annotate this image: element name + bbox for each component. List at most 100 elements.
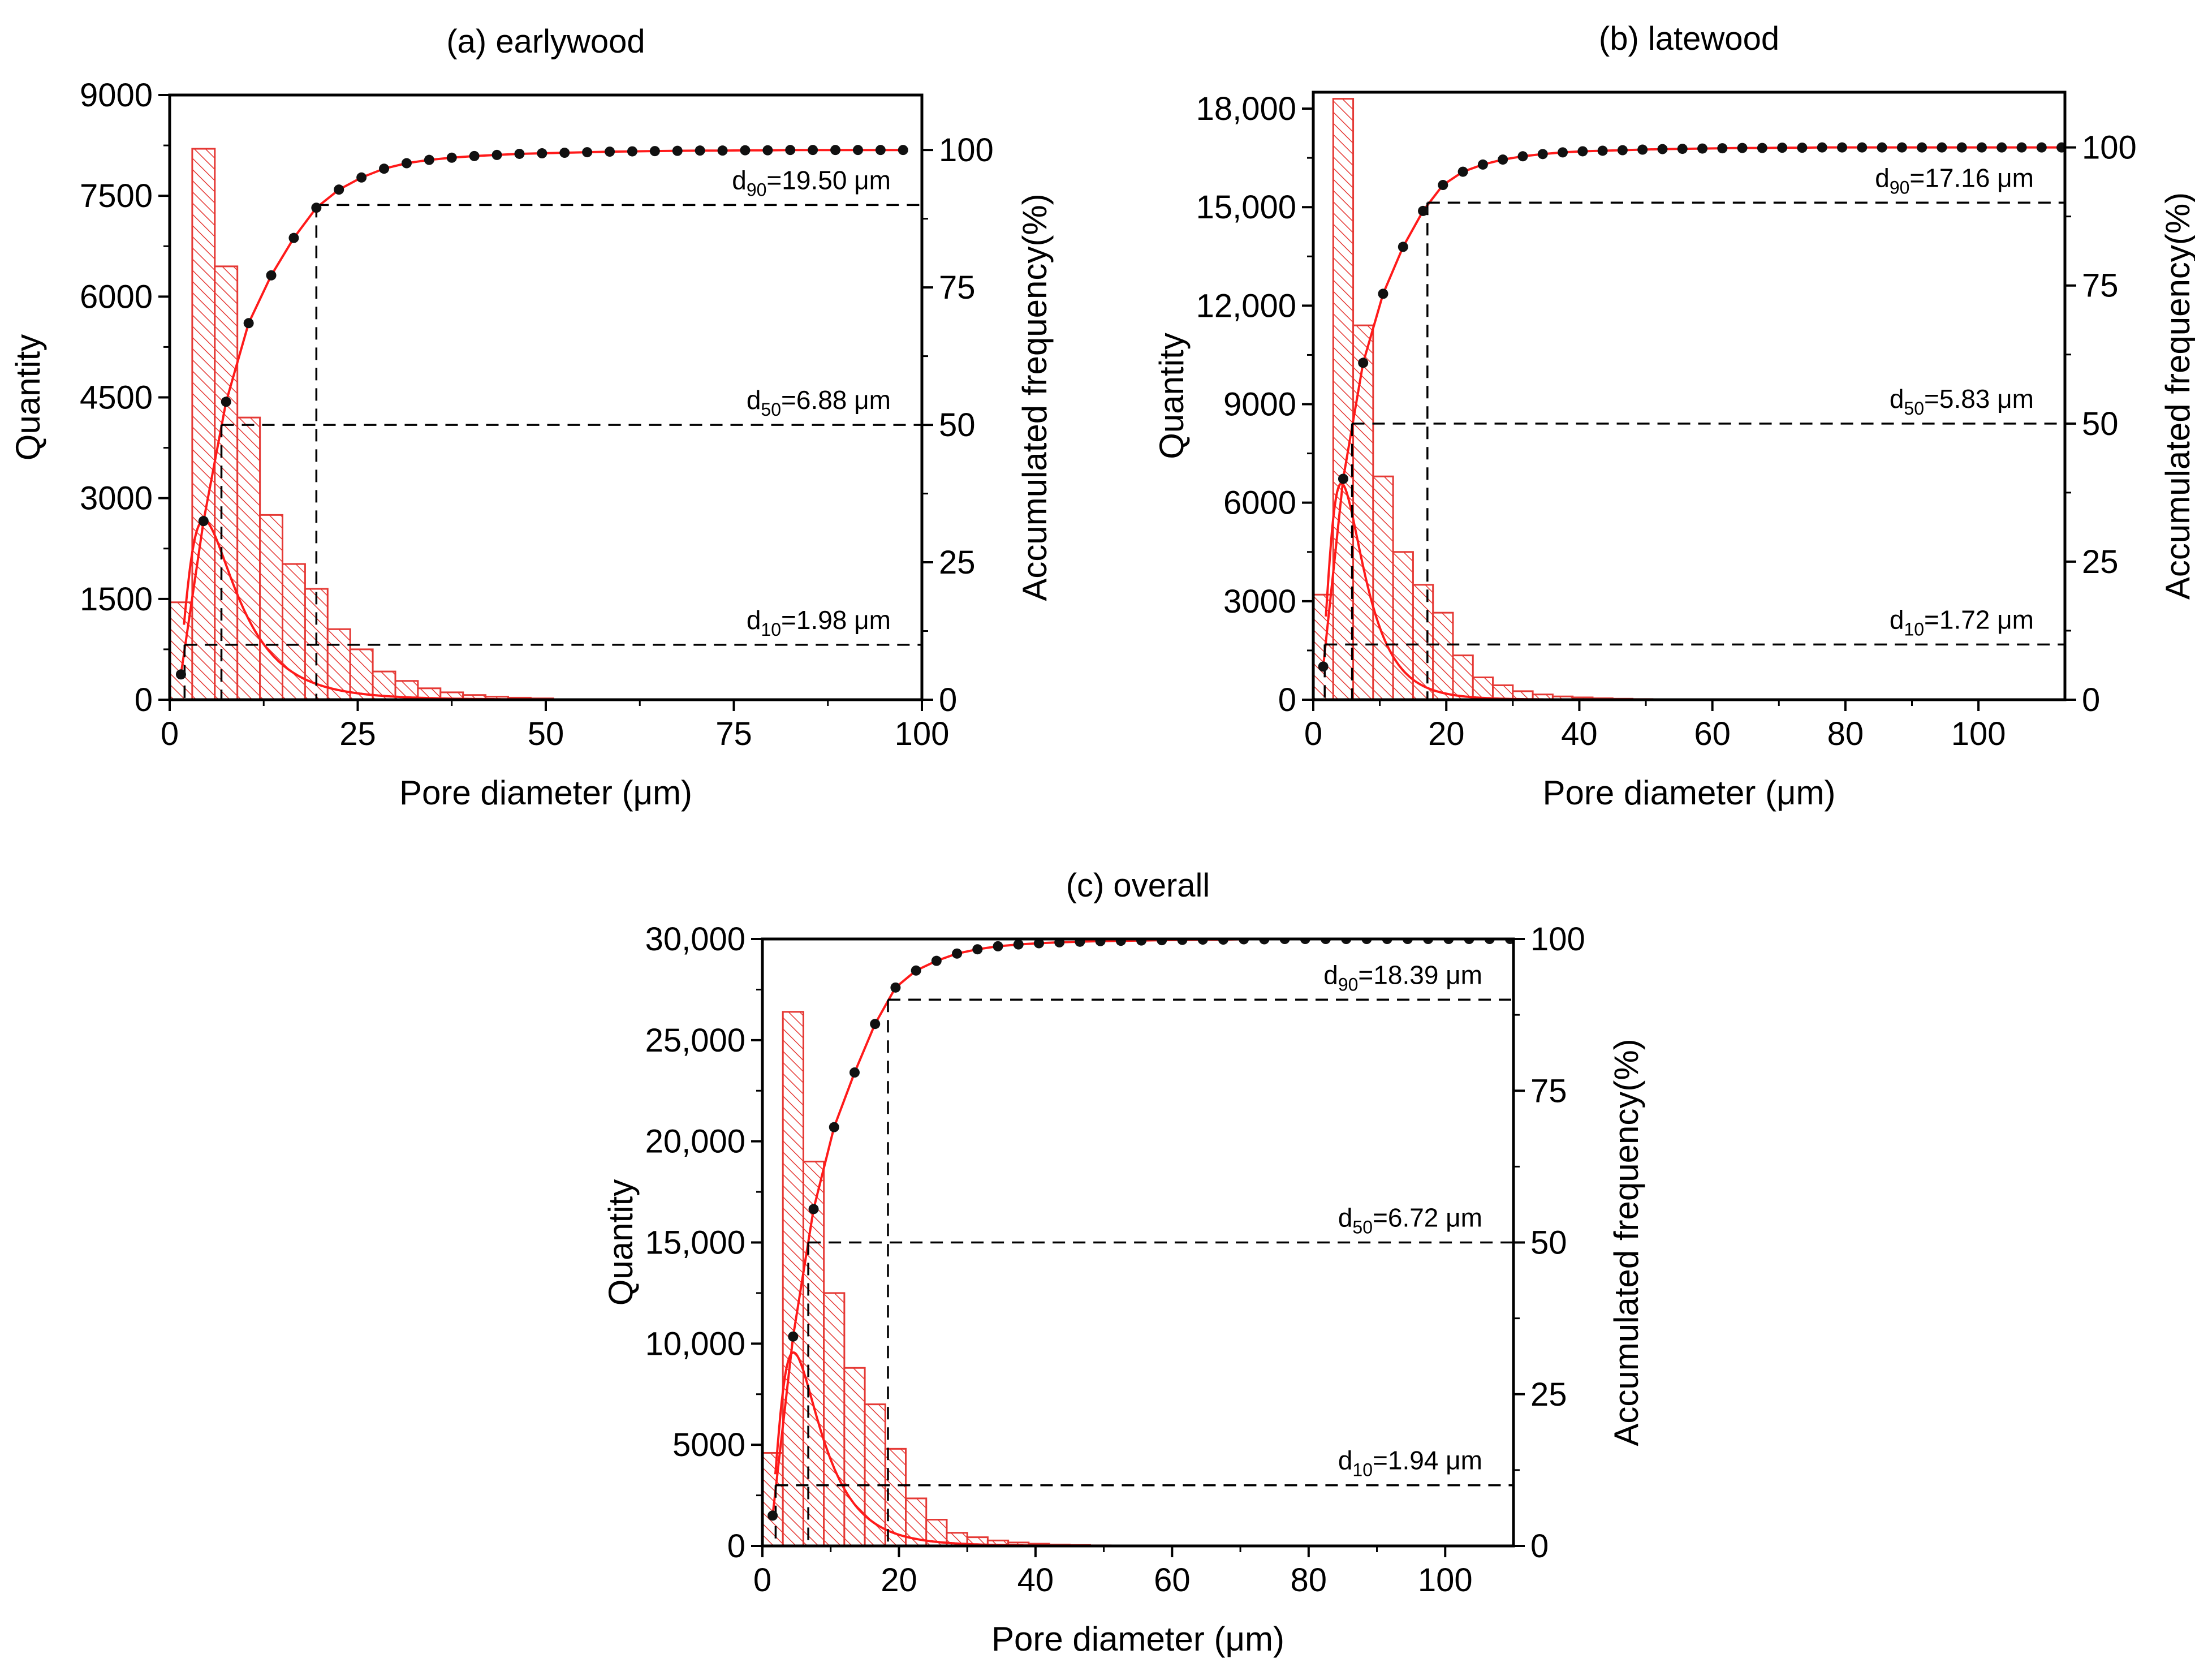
y-tick-label: 3000: [1223, 583, 1296, 620]
cumulative-point: [1537, 149, 1548, 160]
cumulative-point: [852, 145, 863, 156]
y-axis-label: Quantity: [602, 1179, 640, 1306]
cumulative-point: [762, 145, 773, 156]
y2-tick-label: 25: [939, 544, 976, 581]
x-tick-label: 100: [895, 716, 950, 752]
cumulative-point: [952, 948, 963, 959]
y2-tick-label: 75: [2082, 268, 2119, 304]
cumulative-point: [334, 184, 344, 195]
cumulative-point: [175, 669, 186, 680]
y2-tick-label: 75: [1530, 1072, 1567, 1109]
histogram-bar: [349, 648, 374, 700]
y-tick-label: 9000: [80, 77, 153, 114]
histogram-bar: [191, 148, 216, 700]
cumulative-point: [288, 232, 299, 243]
cumulative-point: [491, 149, 502, 160]
axes-frame: [1312, 91, 2067, 701]
distribution-fit-curve: [1325, 482, 2065, 700]
cumulative-point: [972, 944, 983, 955]
x-axis-label: Pore diameter (μm): [991, 1620, 1284, 1658]
cumulative-point: [1956, 142, 1967, 153]
x-tick-label: 0: [1304, 716, 1322, 752]
y2-tick-label: 25: [1530, 1376, 1567, 1413]
d10-annotation: d10=1.94 μm: [1338, 1446, 1482, 1480]
cumulative-point: [1877, 142, 1887, 153]
cumulative-point: [1677, 144, 1688, 154]
x-tick-label: 60: [1154, 1562, 1191, 1599]
d90-annotation: d90=18.39 μm: [1323, 960, 1482, 994]
cumulative-point: [672, 145, 683, 156]
y2-tick-label: 0: [939, 682, 957, 718]
cumulative-point: [1697, 143, 1708, 154]
y2-tick-label: 0: [2082, 682, 2100, 718]
y2-tick-label: 50: [2082, 406, 2119, 442]
histogram-bar: [782, 1011, 804, 1546]
cumulative-point: [1558, 147, 1568, 158]
y-tick-label: 12,000: [1196, 287, 1296, 324]
y-tick-label: 5000: [672, 1427, 745, 1463]
cumulative-point: [788, 1331, 799, 1342]
y-tick-label: 0: [727, 1528, 745, 1565]
cumulative-point: [1115, 939, 1126, 946]
histogram-bar: [1432, 611, 1454, 700]
d50-annotation: d50=6.88 μm: [747, 385, 891, 420]
cumulative-point: [911, 965, 921, 976]
x-tick-label: 80: [1827, 716, 1864, 752]
cumulative-point: [1617, 145, 1628, 156]
histogram-bar: [1492, 684, 1514, 700]
plot-area: [170, 145, 922, 700]
cumulative-point: [1054, 939, 1065, 947]
cumulative-point: [1218, 939, 1228, 945]
y-tick-label: 4500: [80, 380, 153, 416]
histogram-bar: [802, 1160, 825, 1546]
cumulative-point: [767, 1510, 778, 1521]
cumulative-point: [1477, 159, 1488, 170]
d90-annotation: d90=17.16 μm: [1875, 163, 2034, 197]
cumulative-point: [243, 318, 254, 329]
cumulative-point: [266, 270, 277, 281]
y-axis-label: Quantity: [9, 334, 47, 460]
chart-panel-c: 0 20 40 60 80 100 0 5000 10,000 15,000 20,000 25,00…: [602, 867, 1645, 1658]
x-tick-label: 25: [339, 716, 376, 752]
cumulative-point: [849, 1067, 860, 1078]
histogram-bar: [1332, 98, 1355, 700]
y-tick-label: 6000: [80, 278, 153, 315]
histogram-bar: [236, 416, 261, 700]
cumulative-point: [1197, 939, 1208, 945]
cumulative-point: [1378, 288, 1388, 299]
histogram-bar: [282, 563, 306, 700]
histogram-bar: [823, 1292, 846, 1546]
x-axis-label: Pore diameter (μm): [399, 774, 692, 812]
cumulative-point: [785, 145, 796, 156]
histogram-bar: [1452, 654, 1474, 700]
cumulative-point: [898, 145, 908, 156]
cumulative-point: [446, 152, 457, 163]
d90-annotation: d90=19.50 μm: [732, 165, 891, 200]
cumulative-point: [198, 516, 209, 527]
cumulative-point: [1095, 939, 1106, 946]
y-tick-label: 6000: [1223, 485, 1296, 522]
x-tick-label: 80: [1291, 1562, 1327, 1599]
cumulative-point: [1338, 473, 1348, 484]
histogram-bar: [259, 514, 284, 700]
y-tick-label: 7500: [80, 178, 153, 214]
cumulative-point: [1398, 242, 1408, 252]
cumulative-point: [1136, 939, 1147, 946]
cumulative-point: [2016, 142, 2027, 153]
cumulative-point: [379, 163, 390, 174]
chart-title: (c) overall: [1066, 867, 1210, 904]
cumulative-point: [649, 146, 660, 157]
cumulative-point: [808, 1204, 819, 1214]
cumulative-point: [627, 146, 637, 157]
cumulative-point: [221, 397, 231, 407]
cumulative-point: [1976, 142, 1987, 153]
cumulative-point: [2036, 142, 2047, 153]
cumulative-point: [830, 145, 841, 156]
x-tick-label: 0: [161, 716, 179, 752]
y2-tick-label: 25: [2082, 544, 2119, 580]
cumulative-point: [931, 955, 942, 966]
cumulative-point: [559, 148, 570, 158]
cumulative-point: [1318, 661, 1329, 672]
chart-title: (b) latewood: [1599, 20, 1779, 57]
